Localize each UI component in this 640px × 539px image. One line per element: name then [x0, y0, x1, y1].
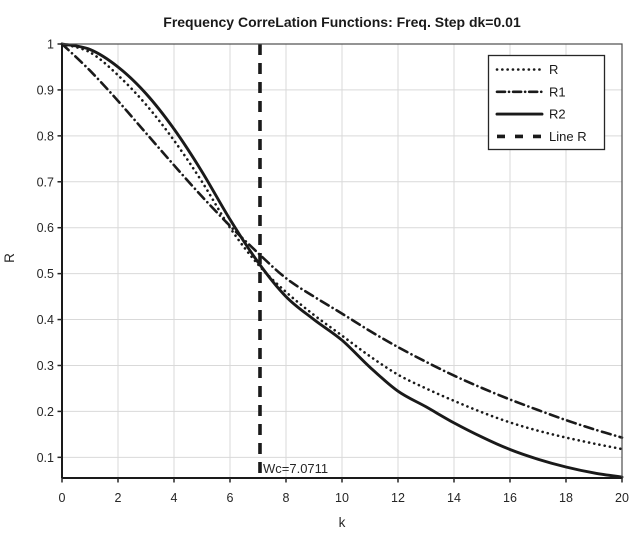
legend-box	[487, 54, 606, 151]
legend: R R1 R2 Line R	[487, 54, 606, 151]
legend-label-r1: R1	[549, 84, 566, 99]
x-tick-label: 18	[559, 491, 573, 505]
grid-lines	[62, 44, 622, 478]
curve-r2	[60, 42, 624, 479]
chart-title: Frequency CorreLation Functions: Freq. S…	[163, 14, 521, 30]
y-tick-labels: 0.1 0.2 0.3 0.4 0.5 0.6 0.7 0.8 0.9 1	[37, 38, 54, 465]
axis-ticks	[57, 43, 623, 483]
y-tick-label: 0.7	[37, 175, 54, 189]
legend-label-r2: R2	[549, 107, 566, 122]
legend-label-line-r: Line R	[549, 129, 587, 144]
y-tick-label: 0.3	[37, 359, 54, 373]
y-axis-label: R	[2, 253, 17, 263]
y-tick-label: 0.8	[37, 129, 54, 143]
y-tick-label: 0.9	[37, 83, 54, 97]
y-tick-label: 1	[47, 38, 54, 52]
y-tick-label: 0.2	[37, 405, 54, 419]
x-tick-label: 20	[615, 491, 629, 505]
curves	[60, 42, 624, 479]
x-tick-label: 8	[283, 491, 290, 505]
x-tick-labels: 0 2 4 6 8 10 12 14 16 18 20	[59, 491, 629, 505]
y-tick-label: 0.1	[37, 451, 54, 465]
legend-label-r: R	[549, 62, 558, 77]
x-tick-label: 6	[227, 491, 234, 505]
legend-line-samples	[495, 68, 544, 139]
x-tick-label: 4	[171, 491, 178, 505]
y-tick-label: 0.6	[37, 221, 54, 235]
x-axis-label: k	[339, 515, 346, 530]
x-tick-label: 12	[391, 491, 405, 505]
x-tick-label: 2	[115, 491, 122, 505]
curve-r1	[60, 42, 624, 439]
x-tick-label: 16	[503, 491, 517, 505]
wc-annotation: Wc=7.0711	[263, 461, 328, 476]
x-tick-label: 0	[59, 491, 66, 505]
y-tick-label: 0.5	[37, 267, 54, 281]
y-tick-label: 0.4	[37, 313, 54, 327]
x-tick-label: 14	[447, 491, 461, 505]
x-tick-label: 10	[335, 491, 349, 505]
